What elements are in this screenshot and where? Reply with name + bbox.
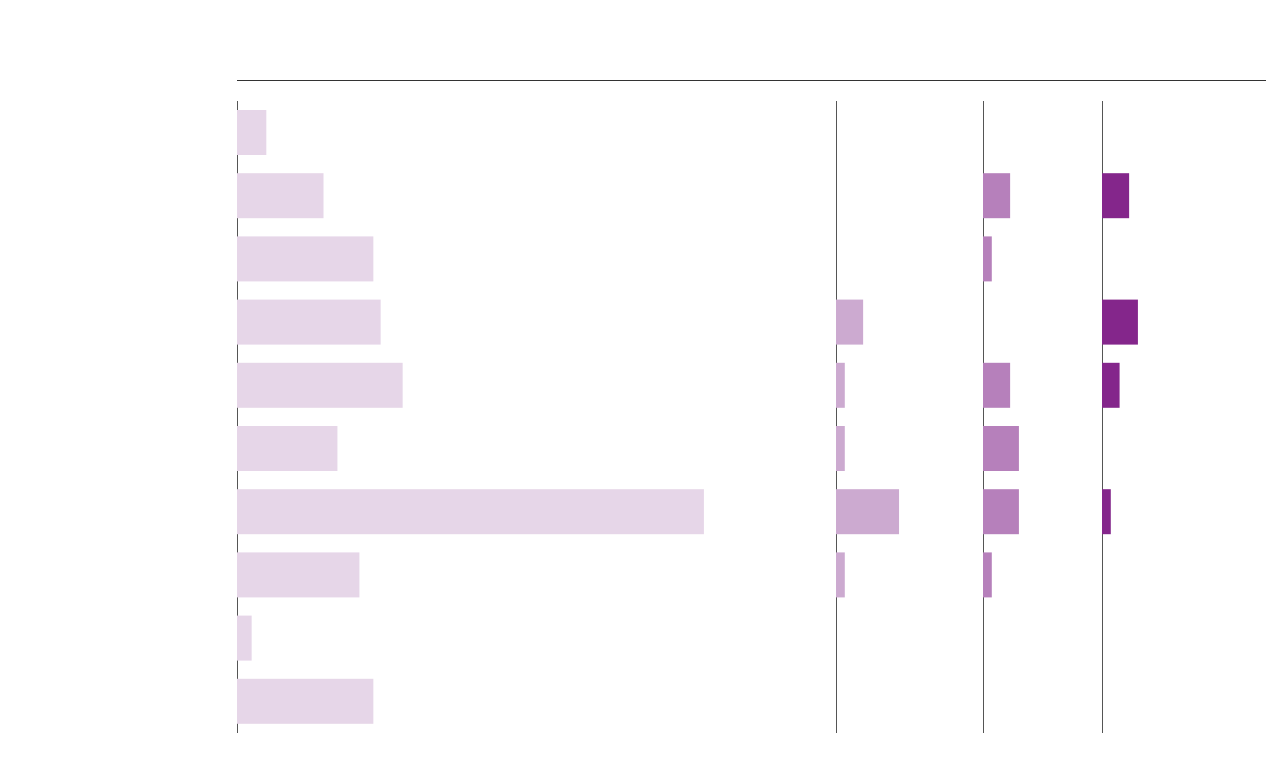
bar-panel-1-row-5 <box>237 362 403 408</box>
bar-panel-1-row-8 <box>237 552 360 598</box>
bar-panel-1-row-6 <box>237 426 338 471</box>
bar-panel-3-row-5 <box>983 362 1011 408</box>
bar-panel-4-row-7 <box>1102 489 1111 535</box>
bar-panel-1-row-2 <box>237 173 324 219</box>
bar-panel-1-row-7 <box>237 489 704 535</box>
bar-panel-1-row-4 <box>237 299 381 345</box>
bar-panel-2-row-6 <box>836 426 845 471</box>
bar-panel-1-row-3 <box>237 236 374 282</box>
bar-panel-2-row-7 <box>836 489 900 535</box>
bar-panel-3-row-2 <box>983 173 1011 219</box>
bar-panel-1-row-1 <box>237 110 267 155</box>
bar-panel-2-row-4 <box>836 299 864 345</box>
bar-panel-4-row-4 <box>1102 299 1138 345</box>
bar-panel-1-row-10 <box>237 678 374 724</box>
bar-panel-1-row-9 <box>237 615 252 661</box>
bar-panel-3-row-6 <box>983 426 1019 471</box>
bar-panel-2-row-5 <box>836 362 845 408</box>
bar-panel-4-row-5 <box>1102 362 1120 408</box>
bar-panel-3-row-8 <box>983 552 992 598</box>
bar-panel-3-row-3 <box>983 236 992 282</box>
bar-panels <box>237 101 1138 733</box>
bar-panel-4-row-2 <box>1102 173 1130 219</box>
bar-panel-2-row-8 <box>836 552 845 598</box>
bar-panel-3-row-7 <box>983 489 1019 535</box>
